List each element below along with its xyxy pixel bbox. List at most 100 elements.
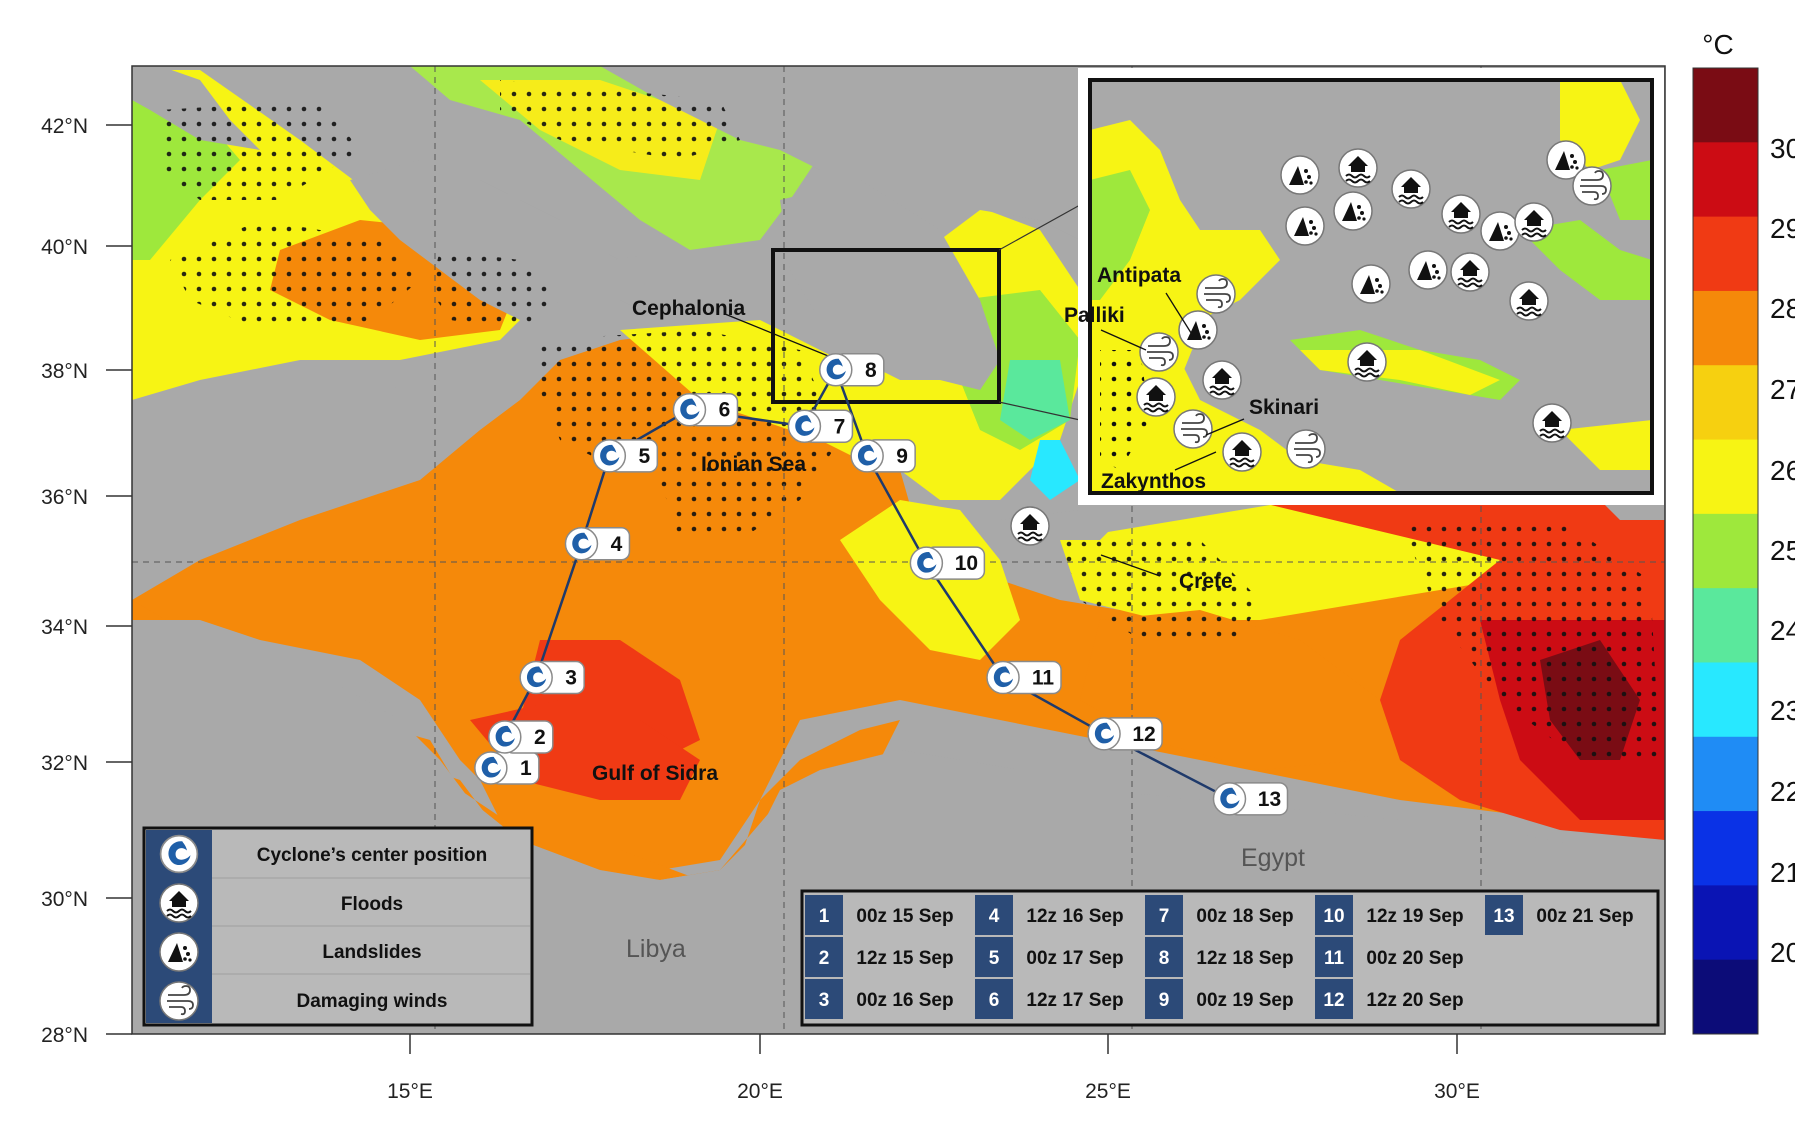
place-label-skinari: Skinari	[1249, 396, 1319, 419]
timestep-number-cell	[805, 895, 843, 935]
lat-label: 34°N	[41, 616, 88, 639]
timestep-number-cell	[975, 937, 1013, 977]
timestep-number: 5	[989, 948, 1000, 969]
lat-label: 42°N	[41, 115, 88, 138]
timestep-row: 7 00z 18 Sep	[1145, 895, 1294, 935]
palliki-leader	[1100, 329, 1147, 351]
timestep-row: 4 12z 16 Sep	[975, 895, 1124, 935]
colorbar-segment	[1693, 439, 1758, 515]
damaging-wind-icon	[159, 981, 199, 1021]
lat-label: 28°N	[41, 1024, 88, 1047]
cyclone-icon	[564, 527, 599, 561]
timestep-number: 11	[1324, 948, 1345, 969]
hazard-legend: Cyclone’s center position Floods Landsli…	[142, 826, 534, 1027]
timestep-number-cell	[1315, 895, 1353, 935]
timestep-row: 11 00z 20 Sep	[1315, 937, 1464, 977]
colorbar-segment	[1693, 142, 1758, 218]
track-point-number: 12	[1132, 723, 1155, 746]
damaging-wind-icon	[1286, 429, 1326, 469]
landslide-icon	[1333, 191, 1373, 231]
flood-icon	[1202, 360, 1242, 400]
flood-icon	[1338, 148, 1378, 188]
cyclone-icon	[519, 660, 553, 695]
skinari-leader	[1205, 418, 1245, 436]
timestep-number: 8	[1159, 948, 1170, 969]
colorbar-segment	[1693, 811, 1758, 886]
colorbar-segment	[1693, 588, 1758, 663]
track-point: 12	[1087, 717, 1163, 751]
lon-label: 25°E	[1085, 1080, 1131, 1103]
antipata-leader	[1165, 292, 1194, 337]
landslide-icon	[1280, 155, 1320, 195]
track-point-number: 6	[719, 399, 731, 422]
track-point: 13	[1212, 782, 1289, 816]
timestep-number-cell	[1145, 937, 1183, 977]
timestep-number-cell	[1145, 895, 1183, 935]
timestep-number: 7	[1159, 906, 1170, 927]
colorbar-segment	[1693, 959, 1758, 1035]
timestep-number: 9	[1159, 990, 1170, 1011]
lon-label: 20°E	[737, 1080, 783, 1103]
timestep-number-cell	[1485, 895, 1523, 935]
timestep-time: 00z 19 Sep	[1196, 990, 1293, 1011]
legend-label-landslides: Landslides	[322, 942, 421, 963]
timestep-number-cell	[805, 979, 843, 1019]
timestep-number-cell	[1315, 979, 1353, 1019]
flood-icon	[1450, 252, 1490, 292]
track-point: 9	[850, 439, 916, 473]
landslide-icon	[1480, 211, 1520, 251]
cyclone-icon	[159, 834, 199, 874]
colorbar-tick-label: 25	[1770, 535, 1795, 566]
damaging-wind-icon	[1572, 166, 1612, 206]
track-point: 7	[787, 409, 854, 444]
colorbar-tick-label: 30	[1770, 133, 1795, 164]
timestep-time: 12z 15 Sep	[856, 948, 953, 969]
timestep-row: 12 12z 20 Sep	[1315, 979, 1464, 1019]
colorbar-tick-label: 20	[1770, 937, 1795, 968]
damaging-wind-icon	[1173, 409, 1213, 449]
place-label-zakynthos: Zakynthos	[1101, 470, 1206, 493]
crete-leader	[1100, 554, 1161, 577]
place-label-gulf-of-sidra: Gulf of Sidra	[592, 762, 718, 785]
landslide-icon	[1351, 264, 1391, 304]
place-label-crete: Crete	[1179, 570, 1233, 593]
track-point-number: 7	[834, 415, 846, 438]
damaging-wind-icon	[1196, 274, 1236, 314]
timestep-number: 12	[1323, 990, 1344, 1011]
cyclone-icon	[1212, 782, 1247, 816]
timestep-number-cell	[1145, 979, 1183, 1019]
track-point-number: 4	[611, 533, 623, 556]
lat-label: 32°N	[41, 752, 88, 775]
timestep-number: 2	[819, 948, 830, 969]
lat-label: 38°N	[41, 360, 88, 383]
landslide-icon	[1178, 310, 1218, 350]
timestep-time: 12z 19 Sep	[1366, 906, 1463, 927]
track-point: 1	[474, 751, 540, 785]
track-point-number: 13	[1258, 788, 1281, 811]
cyclone-icon	[1087, 717, 1121, 751]
timestep-row: 13 00z 21 Sep	[1485, 895, 1634, 935]
colorbar-segment	[1693, 662, 1758, 738]
timestep-number: 4	[989, 906, 1000, 927]
place-label-antipata: Antipata	[1097, 264, 1181, 287]
colorbar-segment	[1693, 365, 1758, 441]
cyclone-icon	[787, 409, 822, 444]
timestep-time: 00z 15 Sep	[856, 906, 953, 927]
track-point-number: 2	[534, 726, 546, 749]
colorbar-segment	[1693, 885, 1758, 961]
flood-icon	[1532, 403, 1572, 443]
timestep-time: 00z 16 Sep	[856, 990, 953, 1011]
zakynthos-leader	[1174, 451, 1217, 471]
inset-connector	[998, 204, 1081, 251]
timestep-table: 1 00z 15 Sep 2 12z 15 Sep 3 00z 16 Sep 4 12z 16…	[800, 889, 1660, 1027]
lat-label: 30°N	[41, 888, 88, 911]
map-frame	[131, 65, 1666, 1035]
timestep-row: 1 00z 15 Sep	[805, 895, 954, 935]
track-point: 5	[592, 439, 659, 473]
track-point: 8	[819, 353, 885, 387]
lat-label: 36°N	[41, 486, 88, 509]
inset-frame	[1088, 78, 1654, 495]
axis-ticks	[106, 124, 1458, 1054]
timestep-time: 12z 17 Sep	[1026, 990, 1123, 1011]
